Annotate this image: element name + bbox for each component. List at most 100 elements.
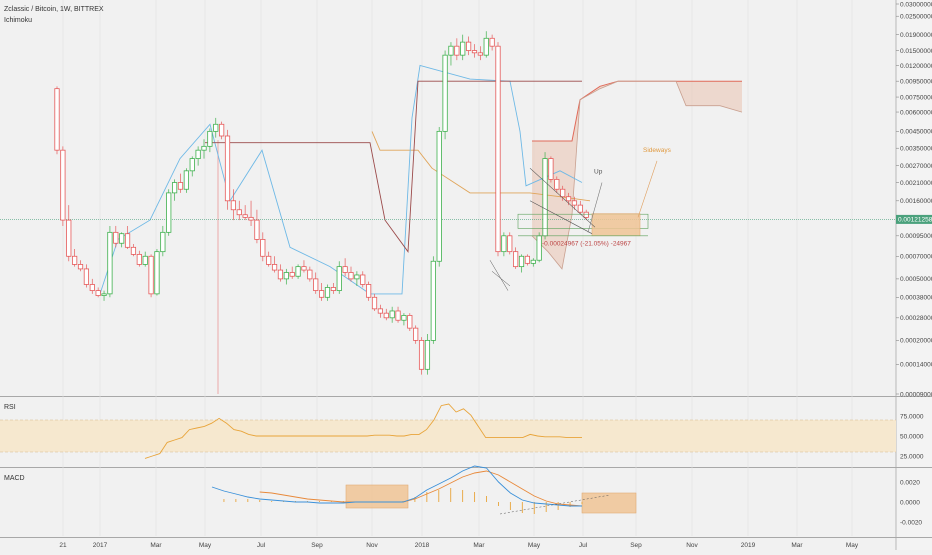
candle-body	[189, 158, 195, 172]
price-tick-label: 0.00038000	[900, 295, 932, 302]
time-tick-label: May	[528, 542, 541, 549]
macd-pane	[211, 465, 637, 515]
candle-body	[442, 54, 448, 132]
candle-body	[307, 269, 313, 280]
candle-body	[230, 200, 236, 211]
candle-body	[460, 41, 466, 56]
candle-body	[213, 123, 219, 132]
price-tick-label: 0.03000000	[900, 1, 932, 8]
candle-body	[54, 88, 60, 151]
rsi-tick-label: 50.0000	[900, 433, 924, 440]
indicator-name: Ichimoku	[4, 17, 32, 24]
price-tick-label: 0.00070000	[900, 254, 932, 261]
chikou-span-line	[371, 131, 591, 202]
candle-body	[507, 235, 513, 253]
candle-body	[113, 231, 119, 244]
time-tick-label: Jul	[257, 542, 266, 549]
candle-body	[242, 214, 248, 218]
candlestick-series	[54, 31, 589, 375]
time-tick-label: Nov	[366, 542, 378, 549]
candle-body	[477, 52, 483, 56]
candle-body	[389, 310, 395, 319]
macd-signal-line	[259, 470, 583, 507]
small-trend-line-1	[489, 260, 509, 291]
candle-body	[542, 158, 548, 237]
price-tick-label: 0.01200000	[900, 63, 932, 70]
time-tick-label: Jul	[579, 542, 588, 549]
time-axis: 21 2017 Mar May Jul Sep Nov 2018 Mar May Jul Sep Nov…	[59, 542, 859, 549]
macd-pane-label: MACD	[4, 475, 25, 482]
candle-body	[266, 255, 272, 265]
macd-pane-bg	[0, 468, 896, 536]
candle-body	[177, 182, 184, 190]
time-tick-label: 2017	[93, 542, 108, 549]
candle-body	[72, 255, 78, 265]
candle-body	[130, 246, 137, 255]
time-tick-label: Nov	[686, 542, 698, 549]
candle-body	[454, 45, 460, 56]
price-tick-label: 0.00014000	[900, 362, 932, 369]
candle-body	[571, 200, 578, 206]
time-tick-label: Sep	[311, 542, 323, 549]
candle-body	[554, 179, 560, 190]
candle-body	[495, 45, 501, 253]
candle-body	[489, 37, 495, 47]
candle-body	[254, 219, 260, 240]
price-tick-label: 0.01900000	[900, 32, 932, 39]
candle-body	[383, 312, 389, 319]
candle-body	[524, 255, 531, 264]
annotation-up-label: Up	[594, 169, 603, 176]
candle-body	[124, 233, 131, 248]
candle-body	[371, 296, 378, 310]
sideways-box	[591, 213, 641, 237]
macd-tick-label: 0.0000	[900, 499, 920, 506]
rsi-tick-label: 75.0000	[900, 413, 924, 420]
time-tick-label: Sep	[630, 542, 642, 549]
candle-body	[136, 253, 142, 265]
price-axis: 0.03000000 0.02500000 0.01900000 0.01500000…	[896, 1, 932, 526]
time-tick-label: 21	[59, 542, 67, 549]
drawing-annotations: Up Sideways -0.00024967 (-21.05%) -24967	[489, 147, 672, 291]
annotation-measure-label: -0.00024967 (-21.05%) -24967	[542, 241, 631, 248]
candle-body	[395, 310, 401, 321]
candle-body	[430, 260, 436, 341]
candle-body	[577, 204, 583, 213]
time-tick-label: Mar	[473, 542, 485, 549]
price-tick-label: 0.02500000	[900, 14, 932, 21]
candle-body	[183, 170, 189, 190]
candle-body	[101, 293, 107, 296]
candle-body	[513, 251, 519, 268]
time-tick-label: 2018	[415, 542, 430, 549]
candle-body	[330, 287, 336, 291]
macd-box-2	[581, 492, 637, 514]
rsi-pane-label: RSI	[4, 404, 16, 411]
macd-line	[211, 465, 582, 507]
chart-title: Zclassic / Bitcoin, 1W, BITTREX	[4, 6, 104, 13]
price-axis-bg	[896, 0, 932, 550]
candle-body	[295, 266, 301, 277]
macd-trend-line	[499, 494, 611, 515]
macd-tick-label: -0.0020	[900, 519, 922, 526]
time-tick-label: May	[199, 542, 212, 549]
candle-body	[407, 315, 413, 329]
rsi-pane	[0, 403, 896, 459]
candle-body	[342, 266, 348, 273]
main-pane-bg	[0, 0, 896, 396]
price-tick-label: 0.00350000	[900, 146, 932, 153]
candle-body	[171, 182, 178, 194]
candle-body	[465, 41, 472, 51]
candle-body	[236, 209, 242, 216]
candle-body	[154, 251, 160, 295]
candle-body	[83, 268, 89, 285]
price-tick-label: 0.00095000	[900, 233, 932, 240]
price-tick-label: 0.00600000	[900, 109, 932, 116]
candle-body	[119, 233, 125, 244]
price-tick-label: 0.00210000	[900, 180, 932, 187]
candle-body	[201, 145, 207, 151]
trend-line-lower	[529, 200, 593, 234]
senkou-span-b-line	[531, 80, 743, 270]
price-tick-label: 0.00950000	[900, 78, 932, 85]
candle-body	[565, 196, 572, 202]
candle-body	[219, 123, 225, 137]
